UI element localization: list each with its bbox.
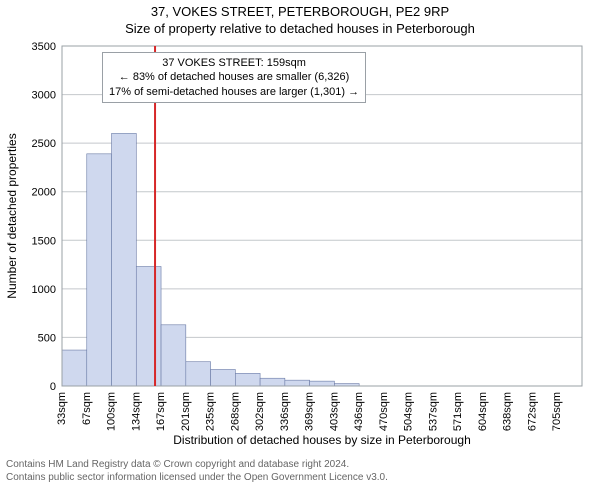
x-tick-label: 134sqm	[130, 392, 142, 431]
chart-area: 0 500 1000 1500 2000 2500 3000 3500 33sqm 67sqm 1…	[0, 36, 600, 456]
x-tick-label: 470sqm	[378, 392, 390, 431]
page-subtitle: Size of property relative to detached ho…	[0, 21, 600, 36]
histogram-bar	[136, 267, 161, 386]
histogram-bar	[186, 362, 211, 386]
histogram-bar	[310, 381, 335, 386]
y-tick-label: 3500	[32, 41, 56, 53]
callout-line: ← 83% of detached houses are smaller (6,…	[109, 70, 359, 84]
histogram-bar	[112, 133, 137, 386]
x-tick-label: 302sqm	[254, 392, 266, 431]
x-tick-label: 369sqm	[304, 392, 316, 431]
y-tick-label: 0	[50, 381, 56, 393]
page-title: 37, VOKES STREET, PETERBOROUGH, PE2 9RP	[0, 4, 600, 19]
callout-box: 37 VOKES STREET: 159sqm ← 83% of detache…	[102, 52, 366, 103]
x-tick-label: 268sqm	[229, 392, 241, 431]
x-tick-label: 504sqm	[403, 392, 415, 431]
histogram-bar	[235, 373, 260, 386]
x-tick-label: 537sqm	[427, 392, 439, 431]
x-tick-label: 235sqm	[205, 392, 217, 431]
x-tick-label: 705sqm	[551, 392, 563, 431]
y-tick-label: 2000	[32, 187, 56, 199]
x-tick-label: 336sqm	[279, 392, 291, 431]
histogram-bar	[211, 369, 236, 386]
histogram-bar	[87, 154, 112, 386]
y-tick-label: 3000	[32, 90, 56, 102]
x-tick-label: 167sqm	[155, 392, 167, 431]
footer-line: Contains HM Land Registry data © Crown c…	[6, 458, 594, 471]
x-tick-label: 638sqm	[502, 392, 514, 431]
x-tick-label: 100sqm	[106, 392, 118, 431]
y-tick-label: 1500	[32, 235, 56, 247]
x-tick-label: 604sqm	[477, 392, 489, 431]
callout-line: 17% of semi-detached houses are larger (…	[109, 85, 359, 99]
y-tick-label: 1000	[32, 284, 56, 296]
y-tick-label: 500	[38, 332, 56, 344]
x-tick-label: 403sqm	[328, 392, 340, 431]
histogram-bar	[260, 378, 285, 386]
histogram-bar	[161, 325, 186, 386]
x-tick-label: 67sqm	[81, 392, 93, 425]
y-axis-label: Number of detached properties	[5, 133, 19, 298]
histogram-bar	[285, 380, 310, 386]
footer-line: Contains public sector information licen…	[6, 471, 594, 484]
x-tick-label: 201sqm	[180, 392, 192, 431]
x-tick-label: 33sqm	[56, 392, 68, 425]
x-axis-label: Distribution of detached houses by size …	[173, 433, 471, 447]
x-tick-label: 436sqm	[353, 392, 365, 431]
histogram-bar	[62, 350, 87, 386]
x-tick-label: 571sqm	[452, 392, 464, 431]
x-tick-label: 672sqm	[526, 392, 538, 431]
callout-line: 37 VOKES STREET: 159sqm	[109, 56, 359, 70]
y-tick-label: 2500	[32, 138, 56, 150]
